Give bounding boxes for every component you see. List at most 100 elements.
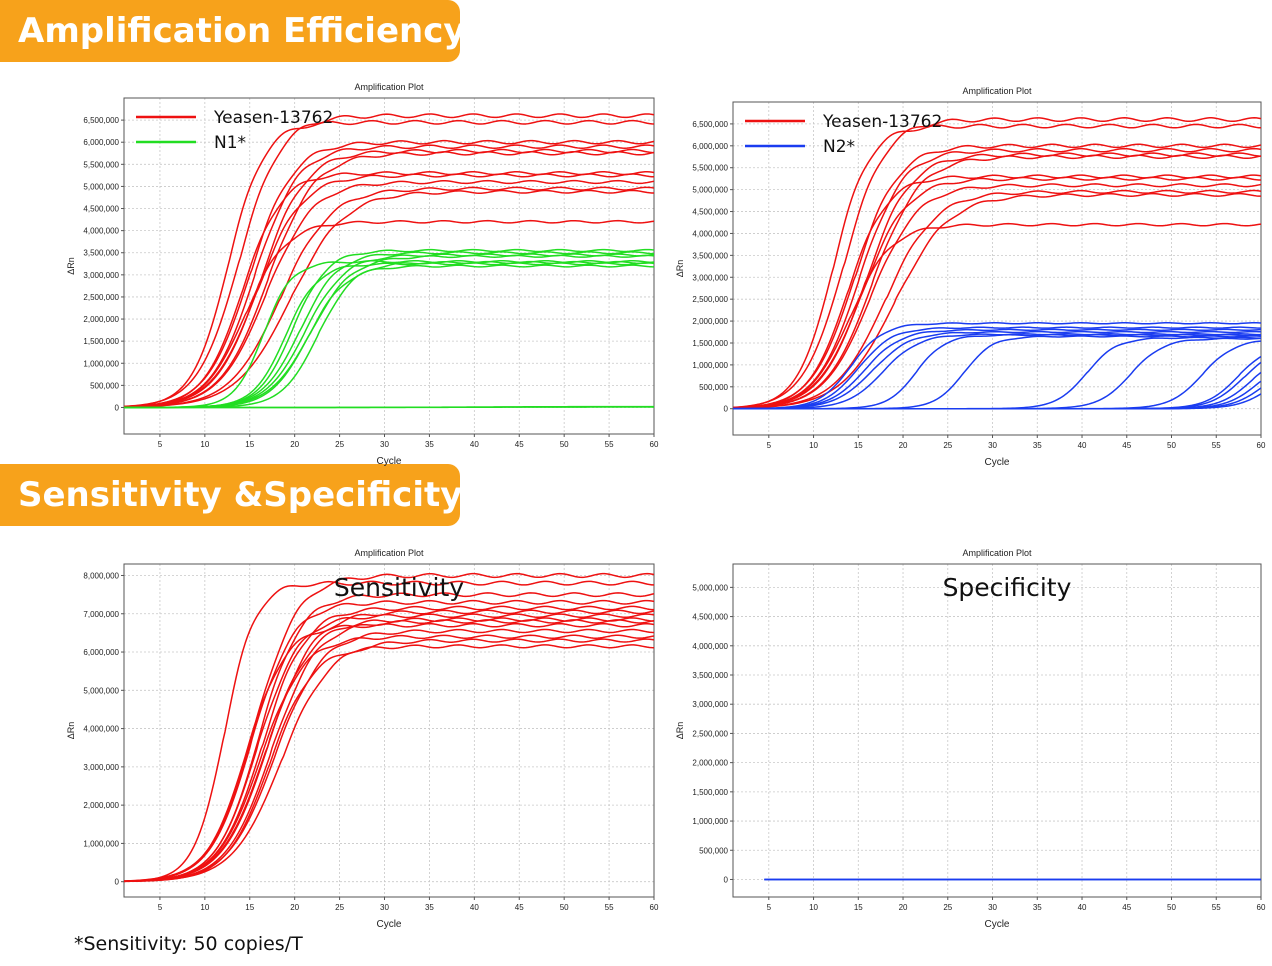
x-tick-label: 45 — [515, 903, 524, 912]
x-tick-label: 10 — [200, 440, 209, 449]
y-tick-label: 6,000,000 — [83, 138, 119, 147]
y-tick-label: 5,000,000 — [83, 182, 119, 191]
y-tick-label: 3,000,000 — [83, 271, 119, 280]
x-tick-label: 50 — [1167, 903, 1176, 912]
x-tick-label: 45 — [1122, 903, 1131, 912]
series-0-curve-8 — [733, 183, 1261, 409]
y-tick-label: 500,000 — [699, 846, 728, 855]
x-tick-label: 15 — [854, 903, 863, 912]
y-tick-label: 4,000,000 — [83, 725, 119, 734]
y-axis-label: ΔRn — [66, 257, 76, 275]
series-0-curve-5 — [733, 154, 1261, 409]
y-tick-label: 2,000,000 — [83, 801, 119, 810]
y-tick-label: 6,500,000 — [83, 116, 119, 125]
legend-label: N1* — [214, 133, 246, 153]
legend-label: Yeasen-13762 — [213, 108, 333, 128]
x-tick-label: 45 — [1122, 441, 1131, 450]
y-tick-label: 0 — [724, 405, 729, 414]
series-1-curve-1 — [733, 326, 1261, 410]
series-0-curve-1 — [124, 580, 654, 883]
legend-label: N2* — [823, 137, 855, 157]
x-tick-label: 50 — [560, 903, 569, 912]
x-tick-label: 30 — [380, 903, 389, 912]
x-tick-label: 35 — [425, 903, 434, 912]
y-tick-label: 0 — [724, 875, 729, 884]
y-tick-label: 8,000,000 — [83, 571, 119, 580]
series-0-curve-12 — [124, 638, 654, 883]
x-axis-label: Cycle — [984, 457, 1009, 468]
section-title-amplification-efficiency: Amplification Efficiency — [0, 0, 466, 62]
y-tick-label: 6,000,000 — [83, 648, 119, 657]
series-0-curve-1 — [733, 123, 1261, 409]
x-tick-label: 20 — [290, 440, 299, 449]
x-tick-label: 25 — [943, 903, 952, 912]
x-tick-label: 10 — [809, 903, 818, 912]
x-axis-label: Cycle — [984, 919, 1009, 930]
chart-amplification-n1: 5 10 15 20 25 30 35 40 45 50 55 60 0 500,000 1,000,000… — [66, 82, 659, 467]
x-tick-label: 50 — [1167, 441, 1176, 450]
y-tick-label: 3,500,000 — [83, 249, 119, 258]
y-tick-label: 2,000,000 — [83, 315, 119, 324]
series-0-curve-9 — [124, 622, 654, 882]
x-tick-label: 60 — [650, 440, 659, 449]
series-0-curve-9 — [733, 189, 1261, 409]
y-tick-label: 1,000,000 — [83, 839, 119, 848]
series-0-curve-11 — [124, 634, 654, 883]
y-tick-label: 1,500,000 — [83, 337, 119, 346]
x-tick-label: 20 — [899, 441, 908, 450]
x-tick-label: 40 — [1078, 441, 1087, 450]
y-tick-label: 3,500,000 — [692, 251, 728, 260]
y-axis-label: ΔRn — [66, 722, 76, 740]
series-0-curve-13 — [124, 644, 654, 883]
series-0-curve-7 — [124, 173, 654, 408]
x-tick-label: 55 — [1212, 903, 1221, 912]
x-tick-label: 40 — [470, 440, 479, 449]
x-tick-label: 50 — [560, 440, 569, 449]
footnote-sensitivity: *Sensitivity: 50 copies/T — [74, 933, 303, 955]
series-0-curve-0 — [733, 117, 1261, 409]
y-tick-label: 6,000,000 — [692, 142, 728, 151]
y-tick-label: 5,000,000 — [692, 186, 728, 195]
chart-title: Amplification Plot — [354, 82, 424, 92]
series-0-curve-2 — [733, 143, 1261, 409]
series-1-curve-2 — [733, 328, 1261, 410]
y-tick-label: 2,500,000 — [692, 295, 728, 304]
y-tick-label: 7,000,000 — [83, 610, 119, 619]
x-tick-label: 25 — [943, 441, 952, 450]
series-1-curve-3 — [733, 330, 1261, 410]
y-tick-label: 5,000,000 — [692, 583, 728, 592]
x-tick-label: 15 — [245, 440, 254, 449]
series-0-curve-10 — [124, 189, 654, 408]
series-1-curve-0 — [733, 322, 1261, 410]
series-0-curve-8 — [124, 619, 654, 883]
series-1-curve-15 — [733, 393, 1261, 410]
series-0-curve-3 — [124, 144, 654, 408]
chart-sensitivity: 5 10 15 20 25 30 35 40 45 50 55 60 0 1,000,000 2,000,0… — [66, 548, 659, 930]
chart-title: Amplification Plot — [962, 548, 1032, 558]
y-tick-label: 5,500,000 — [83, 160, 119, 169]
x-tick-label: 15 — [245, 903, 254, 912]
series-0-curve-0 — [124, 113, 654, 408]
x-tick-label: 10 — [200, 903, 209, 912]
x-tick-label: 35 — [425, 440, 434, 449]
y-tick-label: 6,500,000 — [692, 120, 728, 129]
series-0-curve-8 — [124, 179, 654, 408]
series-0-curve-6 — [733, 174, 1261, 409]
series-0-curve-9 — [124, 186, 654, 408]
y-tick-label: 2,000,000 — [692, 759, 728, 768]
y-axis-label: ΔRn — [675, 260, 685, 278]
x-tick-label: 30 — [988, 441, 997, 450]
series-0-curve-6 — [124, 613, 654, 883]
y-tick-label: 1,500,000 — [692, 339, 728, 348]
section-title-sensitivity-specificity: Sensitivity &Specificity — [0, 464, 462, 526]
y-tick-label: 5,500,000 — [692, 164, 728, 173]
y-tick-label: 3,000,000 — [83, 763, 119, 772]
x-tick-label: 25 — [335, 903, 344, 912]
series-0-curve-6 — [124, 171, 654, 408]
y-tick-label: 3,000,000 — [692, 273, 728, 282]
y-tick-label: 4,000,000 — [83, 227, 119, 236]
chart-amplification-n2: 5 10 15 20 25 30 35 40 45 50 55 60 0 500,000 1,000,000… — [675, 86, 1266, 468]
y-tick-label: 1,000,000 — [692, 361, 728, 370]
y-tick-label: 4,500,000 — [83, 205, 119, 214]
x-tick-label: 60 — [1257, 903, 1266, 912]
